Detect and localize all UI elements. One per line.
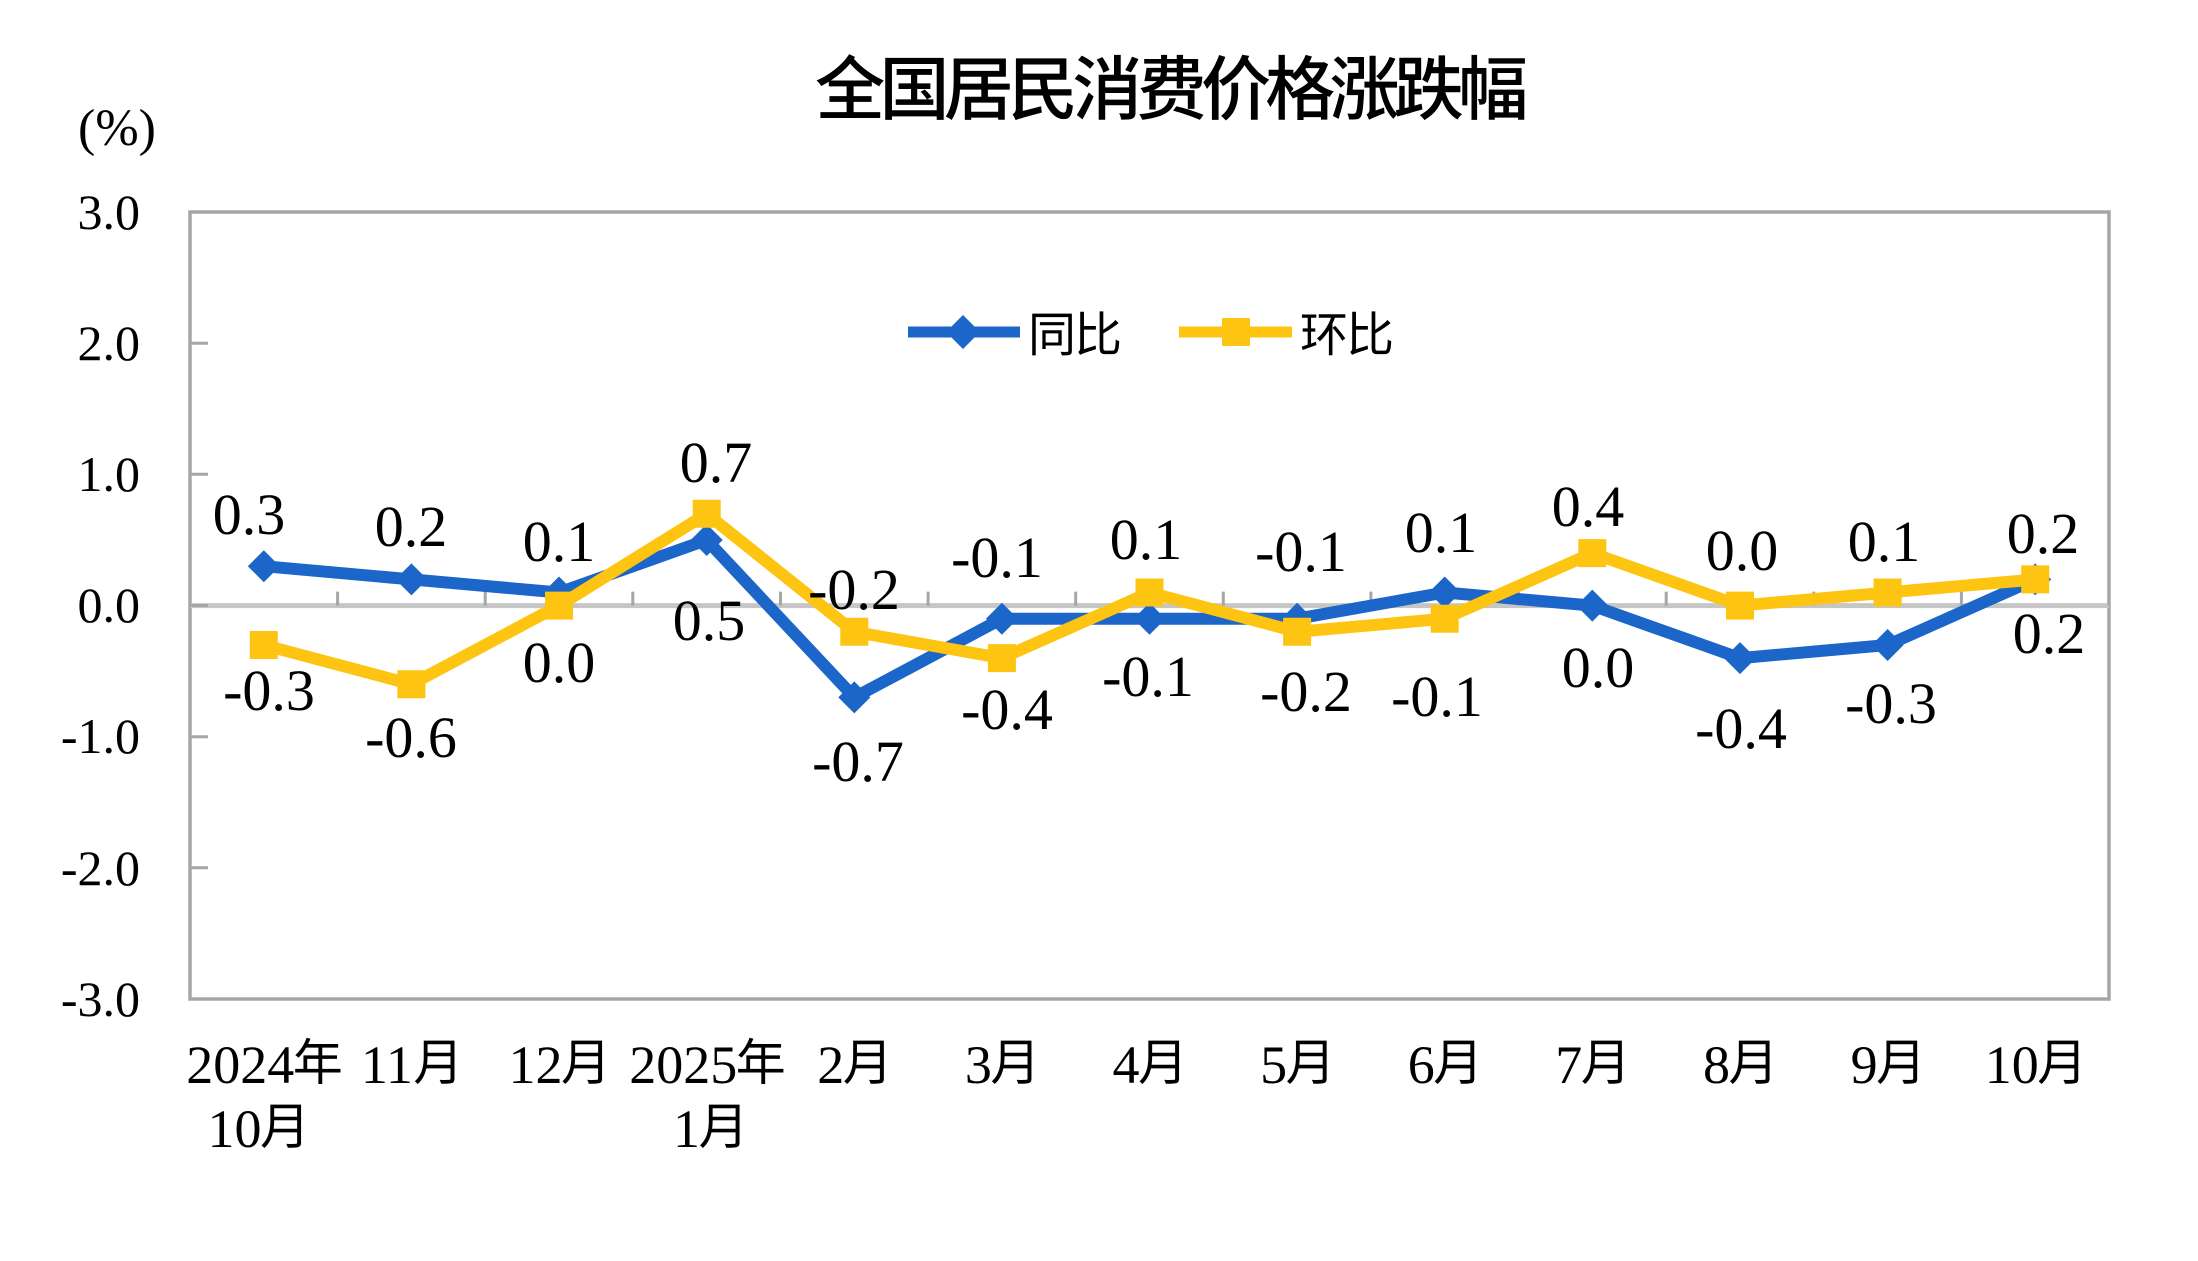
svg-text:0.0: 0.0 bbox=[1562, 635, 1635, 700]
svg-text:0.0: 0.0 bbox=[78, 577, 141, 633]
svg-text:-0.2: -0.2 bbox=[808, 557, 900, 622]
svg-text:-0.6: -0.6 bbox=[365, 705, 457, 770]
svg-text:0.0: 0.0 bbox=[523, 630, 596, 695]
svg-text:0.2: 0.2 bbox=[375, 494, 448, 559]
svg-text:1: 1 bbox=[673, 1099, 700, 1159]
svg-text:-0.3: -0.3 bbox=[1845, 671, 1937, 736]
svg-text:2: 2 bbox=[817, 1035, 844, 1095]
svg-text:0.3: 0.3 bbox=[213, 482, 286, 547]
svg-text:-1.0: -1.0 bbox=[61, 708, 140, 764]
svg-text:-0.1: -0.1 bbox=[951, 525, 1043, 590]
svg-text:10: 10 bbox=[1985, 1035, 2039, 1095]
svg-text:-0.7: -0.7 bbox=[812, 729, 904, 794]
svg-text:-0.1: -0.1 bbox=[1255, 519, 1347, 584]
svg-text:2025: 2025 bbox=[629, 1035, 737, 1095]
svg-text:7: 7 bbox=[1555, 1035, 1582, 1095]
svg-text:0.1: 0.1 bbox=[1848, 509, 1921, 574]
svg-text:4: 4 bbox=[1113, 1035, 1140, 1095]
svg-text:0.5: 0.5 bbox=[673, 588, 746, 653]
svg-text:(%): (%) bbox=[78, 100, 156, 157]
svg-text:-0.1: -0.1 bbox=[1391, 664, 1483, 729]
svg-text:11: 11 bbox=[361, 1035, 413, 1095]
svg-text:0.1: 0.1 bbox=[1110, 507, 1183, 572]
svg-text:2024: 2024 bbox=[186, 1035, 294, 1095]
svg-text:0.7: 0.7 bbox=[680, 430, 753, 495]
svg-text:0.4: 0.4 bbox=[1552, 474, 1625, 539]
svg-text:0.2: 0.2 bbox=[2013, 601, 2086, 666]
svg-text:2.0: 2.0 bbox=[78, 315, 141, 371]
svg-text:9: 9 bbox=[1851, 1035, 1878, 1095]
svg-text:12: 12 bbox=[509, 1035, 563, 1095]
svg-text:-0.3: -0.3 bbox=[223, 658, 315, 723]
svg-text:-2.0: -2.0 bbox=[61, 840, 140, 896]
svg-text:3: 3 bbox=[965, 1035, 992, 1095]
svg-text:0.1: 0.1 bbox=[1405, 500, 1478, 565]
svg-text:10: 10 bbox=[208, 1099, 262, 1159]
svg-text:-0.2: -0.2 bbox=[1260, 659, 1352, 724]
svg-text:5: 5 bbox=[1260, 1035, 1287, 1095]
svg-text:0.1: 0.1 bbox=[523, 509, 596, 574]
svg-text:3.0: 3.0 bbox=[78, 184, 141, 240]
svg-text:6: 6 bbox=[1408, 1035, 1435, 1095]
svg-text:-0.4: -0.4 bbox=[1695, 696, 1787, 761]
svg-text:-0.1: -0.1 bbox=[1102, 644, 1194, 709]
svg-text:8: 8 bbox=[1703, 1035, 1730, 1095]
svg-text:0.0: 0.0 bbox=[1706, 518, 1779, 583]
svg-text:-0.4: -0.4 bbox=[961, 677, 1053, 742]
svg-text:0.2: 0.2 bbox=[2007, 501, 2080, 566]
svg-text:-3.0: -3.0 bbox=[61, 971, 140, 1027]
svg-text:1.0: 1.0 bbox=[78, 446, 141, 502]
